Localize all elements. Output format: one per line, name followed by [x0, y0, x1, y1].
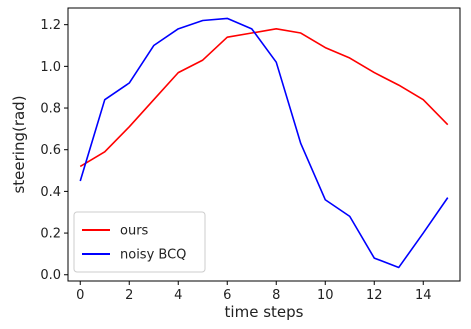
legend-box [73, 211, 206, 273]
y-tick-label: 0.4 [40, 185, 61, 200]
plot-frame [67, 7, 461, 282]
x-tick-label: 12 [366, 288, 383, 303]
series-line-noisy-bcq [79, 17, 449, 269]
x-axis: 0 2 4 6 8 10 12 14 [76, 281, 432, 303]
x-tick-label: 14 [415, 288, 432, 303]
x-tick-label: 10 [317, 288, 334, 303]
x-tick-label: 2 [125, 288, 133, 303]
series-line-ours [79, 28, 449, 168]
x-axis-title: time steps [225, 303, 304, 321]
y-tick-label: 0.0 [40, 268, 61, 283]
y-tick-label: 0.6 [40, 143, 61, 158]
legend-label-ours: ours [120, 224, 149, 239]
legend: ours noisy BCQ [73, 211, 206, 273]
series-layer [79, 17, 449, 269]
x-tick-label: 6 [223, 288, 231, 303]
y-axis-title: steering(rad) [10, 95, 28, 193]
legend-label-noisy-bcq: noisy BCQ [120, 248, 186, 263]
y-tick-label: 0.2 [40, 227, 61, 242]
x-tick-label: 0 [76, 288, 84, 303]
y-tick-label: 1.2 [40, 18, 61, 33]
y-axis: 0.0 0.2 0.4 0.6 0.8 1.0 1.2 [40, 18, 68, 283]
y-tick-label: 0.8 [40, 102, 61, 117]
y-tick-label: 1.0 [40, 60, 61, 75]
x-tick-label: 8 [272, 288, 280, 303]
x-tick-label: 4 [174, 288, 182, 303]
